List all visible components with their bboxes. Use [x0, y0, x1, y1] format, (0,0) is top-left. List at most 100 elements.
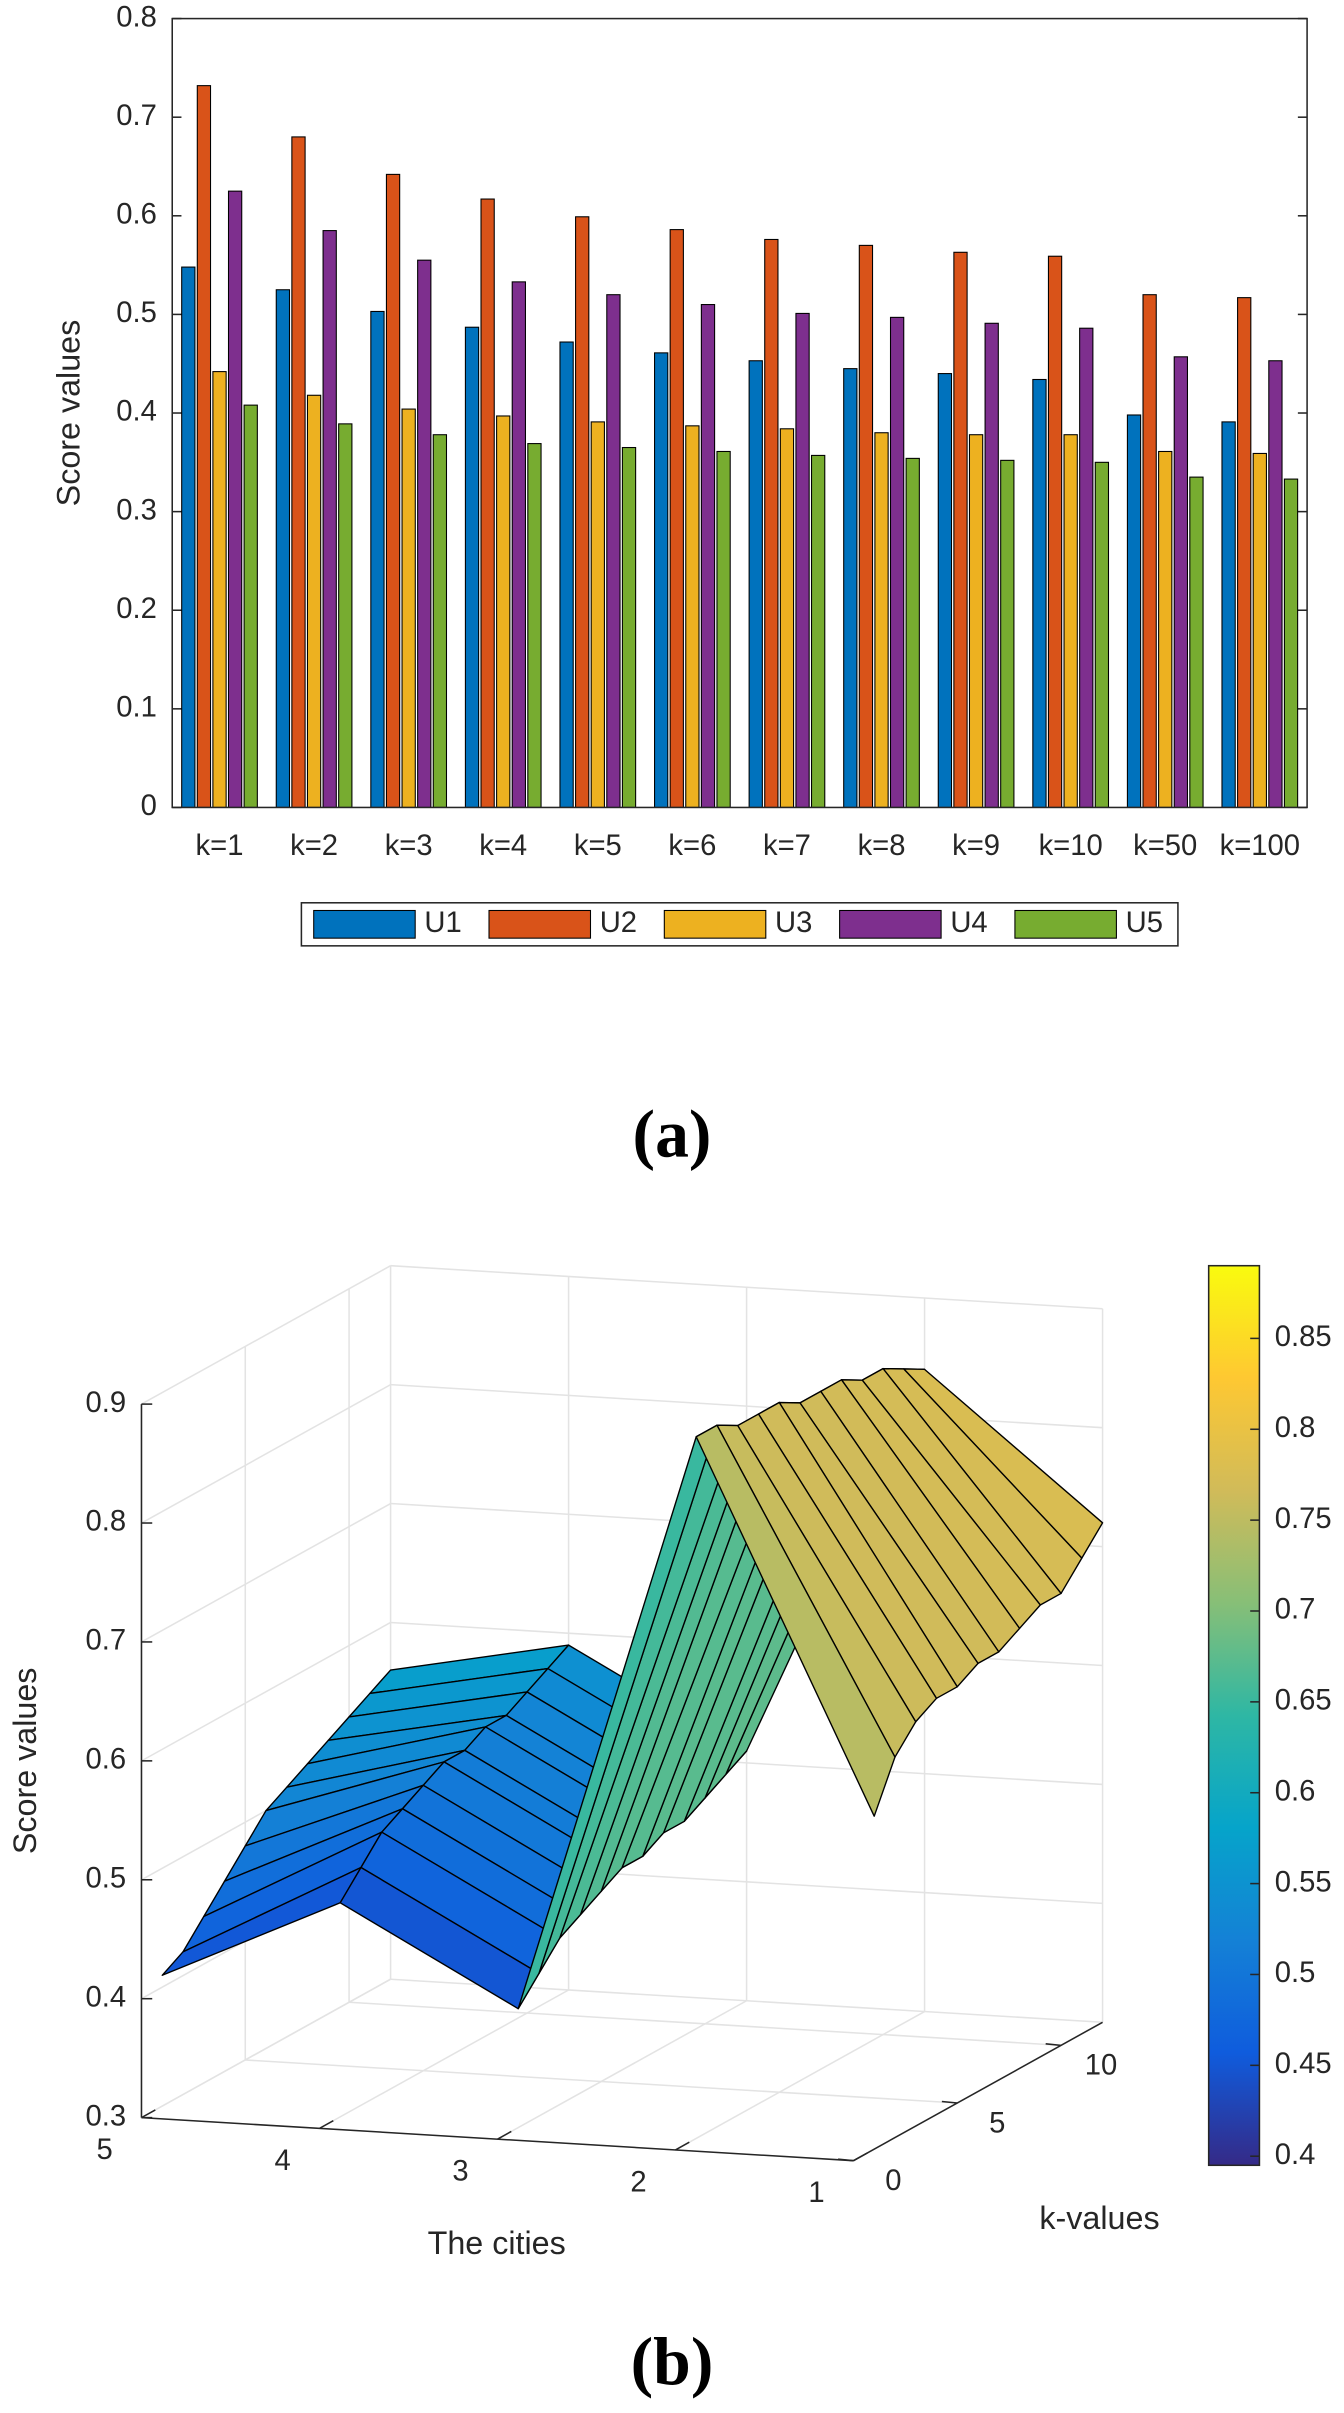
- colorbar-tick-label: 0.55: [1275, 1866, 1332, 1898]
- bar: [1126, 414, 1142, 808]
- x-tick: [497, 2130, 512, 2140]
- legend-label: U2: [600, 907, 637, 939]
- bar: [575, 216, 590, 808]
- bar: [716, 450, 731, 808]
- x-tick: [853, 2152, 868, 2162]
- y-tick-label: 0: [885, 2165, 901, 2197]
- y-grid-line: [245, 2059, 958, 2104]
- bar: [700, 304, 716, 808]
- x-tick: [675, 2141, 690, 2151]
- bar: [480, 198, 495, 808]
- subtitle: (a): [633, 1097, 712, 1172]
- x-tick-label: k=7: [763, 830, 811, 862]
- bar: [306, 394, 322, 808]
- bar: [1237, 297, 1252, 808]
- z-tick-label: 0.9: [85, 1387, 126, 1419]
- surface-face: [695, 1424, 896, 1817]
- bar: [1221, 421, 1236, 808]
- x-axis-label: The cities: [428, 2225, 566, 2261]
- bar: [417, 259, 432, 808]
- y-tick-label: 0.7: [116, 100, 157, 132]
- x-tick: [141, 2109, 156, 2119]
- bar: [1047, 255, 1063, 808]
- bar: [1252, 452, 1267, 808]
- legend-label: U3: [775, 907, 812, 939]
- bar: [212, 371, 227, 808]
- x-tick-label: 4: [274, 2145, 290, 2177]
- colorbar-tick-label: 0.5: [1275, 1957, 1316, 1989]
- bar: [874, 432, 889, 808]
- y-tick-label: 0.8: [116, 1, 157, 33]
- bar: [1000, 459, 1015, 808]
- bar: [291, 136, 306, 808]
- x-tick-label: k=2: [290, 830, 338, 862]
- colorbar-tick-label: 0.75: [1275, 1503, 1332, 1535]
- bar: [464, 326, 480, 808]
- bar: [669, 229, 684, 808]
- bar: [496, 415, 511, 808]
- bar: [559, 341, 574, 808]
- legend-swatch: [839, 909, 942, 939]
- bar: [968, 434, 984, 808]
- x-tick-label: k=1: [196, 830, 244, 862]
- bar: [338, 423, 353, 808]
- y-tick-label: 0.3: [116, 494, 157, 526]
- bar: [181, 266, 196, 808]
- bar: [511, 281, 526, 808]
- subtitle: (b): [631, 2324, 714, 2399]
- x-tick-label: k=5: [574, 830, 622, 862]
- z-tick-label: 0.3: [85, 2100, 126, 2132]
- legend-label: U4: [950, 907, 987, 939]
- bar: [764, 238, 779, 808]
- colorbar-tick-label: 0.85: [1275, 1321, 1332, 1353]
- y-tick-label: 0.5: [116, 297, 157, 329]
- bar: [1079, 327, 1094, 808]
- z-tick-label: 0.7: [85, 1625, 126, 1657]
- x-tick-label: 2: [630, 2166, 646, 2198]
- bar: [843, 368, 858, 808]
- z-axis-label: Score values: [7, 1668, 43, 1855]
- y-tick-label: 0: [141, 790, 157, 822]
- bar: [1032, 378, 1047, 808]
- bar: [527, 443, 542, 808]
- y-grid-line: [349, 2001, 1062, 2047]
- bar: [196, 85, 212, 808]
- y-tick: [838, 2158, 854, 2162]
- bar: [984, 322, 999, 808]
- y-tick-label: 0.6: [116, 199, 157, 231]
- x-tick-label: k=3: [385, 830, 433, 862]
- colorbar-tick-label: 0.45: [1275, 2048, 1332, 2080]
- bar: [889, 316, 905, 808]
- bar: [1158, 450, 1173, 808]
- z-tick-label: 0.4: [85, 1981, 126, 2013]
- x-tick: [319, 2120, 334, 2130]
- bar: [322, 230, 337, 808]
- x-tick-label: k=50: [1133, 830, 1197, 862]
- x-tick-label: k=9: [952, 830, 1000, 862]
- bar: [779, 428, 795, 808]
- z-tick-label: 0.6: [85, 1744, 126, 1776]
- x-tick-label: k=6: [668, 830, 716, 862]
- y-axis-label: k-values: [1039, 2200, 1159, 2236]
- y-tick-label: 10: [1085, 2050, 1117, 2082]
- bar: [621, 446, 637, 808]
- plot-area: [172, 18, 1308, 808]
- colorbar-tick-label: 0.6: [1275, 1775, 1316, 1807]
- x-tick-label: 5: [96, 2134, 112, 2166]
- bar: [1142, 294, 1157, 808]
- colorbar-tick-label: 0.7: [1275, 1594, 1316, 1626]
- colorbar: [1207, 1264, 1261, 2167]
- bar: [401, 408, 416, 808]
- bar: [385, 173, 401, 808]
- x-tick-label: k=10: [1039, 830, 1103, 862]
- bar: [905, 457, 920, 808]
- bar: [685, 425, 700, 808]
- x-tick-label: k=4: [479, 830, 527, 862]
- y-tick: [941, 2100, 958, 2104]
- bar: [227, 190, 243, 808]
- bar: [1063, 434, 1078, 808]
- bar: [1094, 461, 1110, 808]
- bar: [370, 310, 385, 808]
- legend-label: U5: [1126, 907, 1163, 939]
